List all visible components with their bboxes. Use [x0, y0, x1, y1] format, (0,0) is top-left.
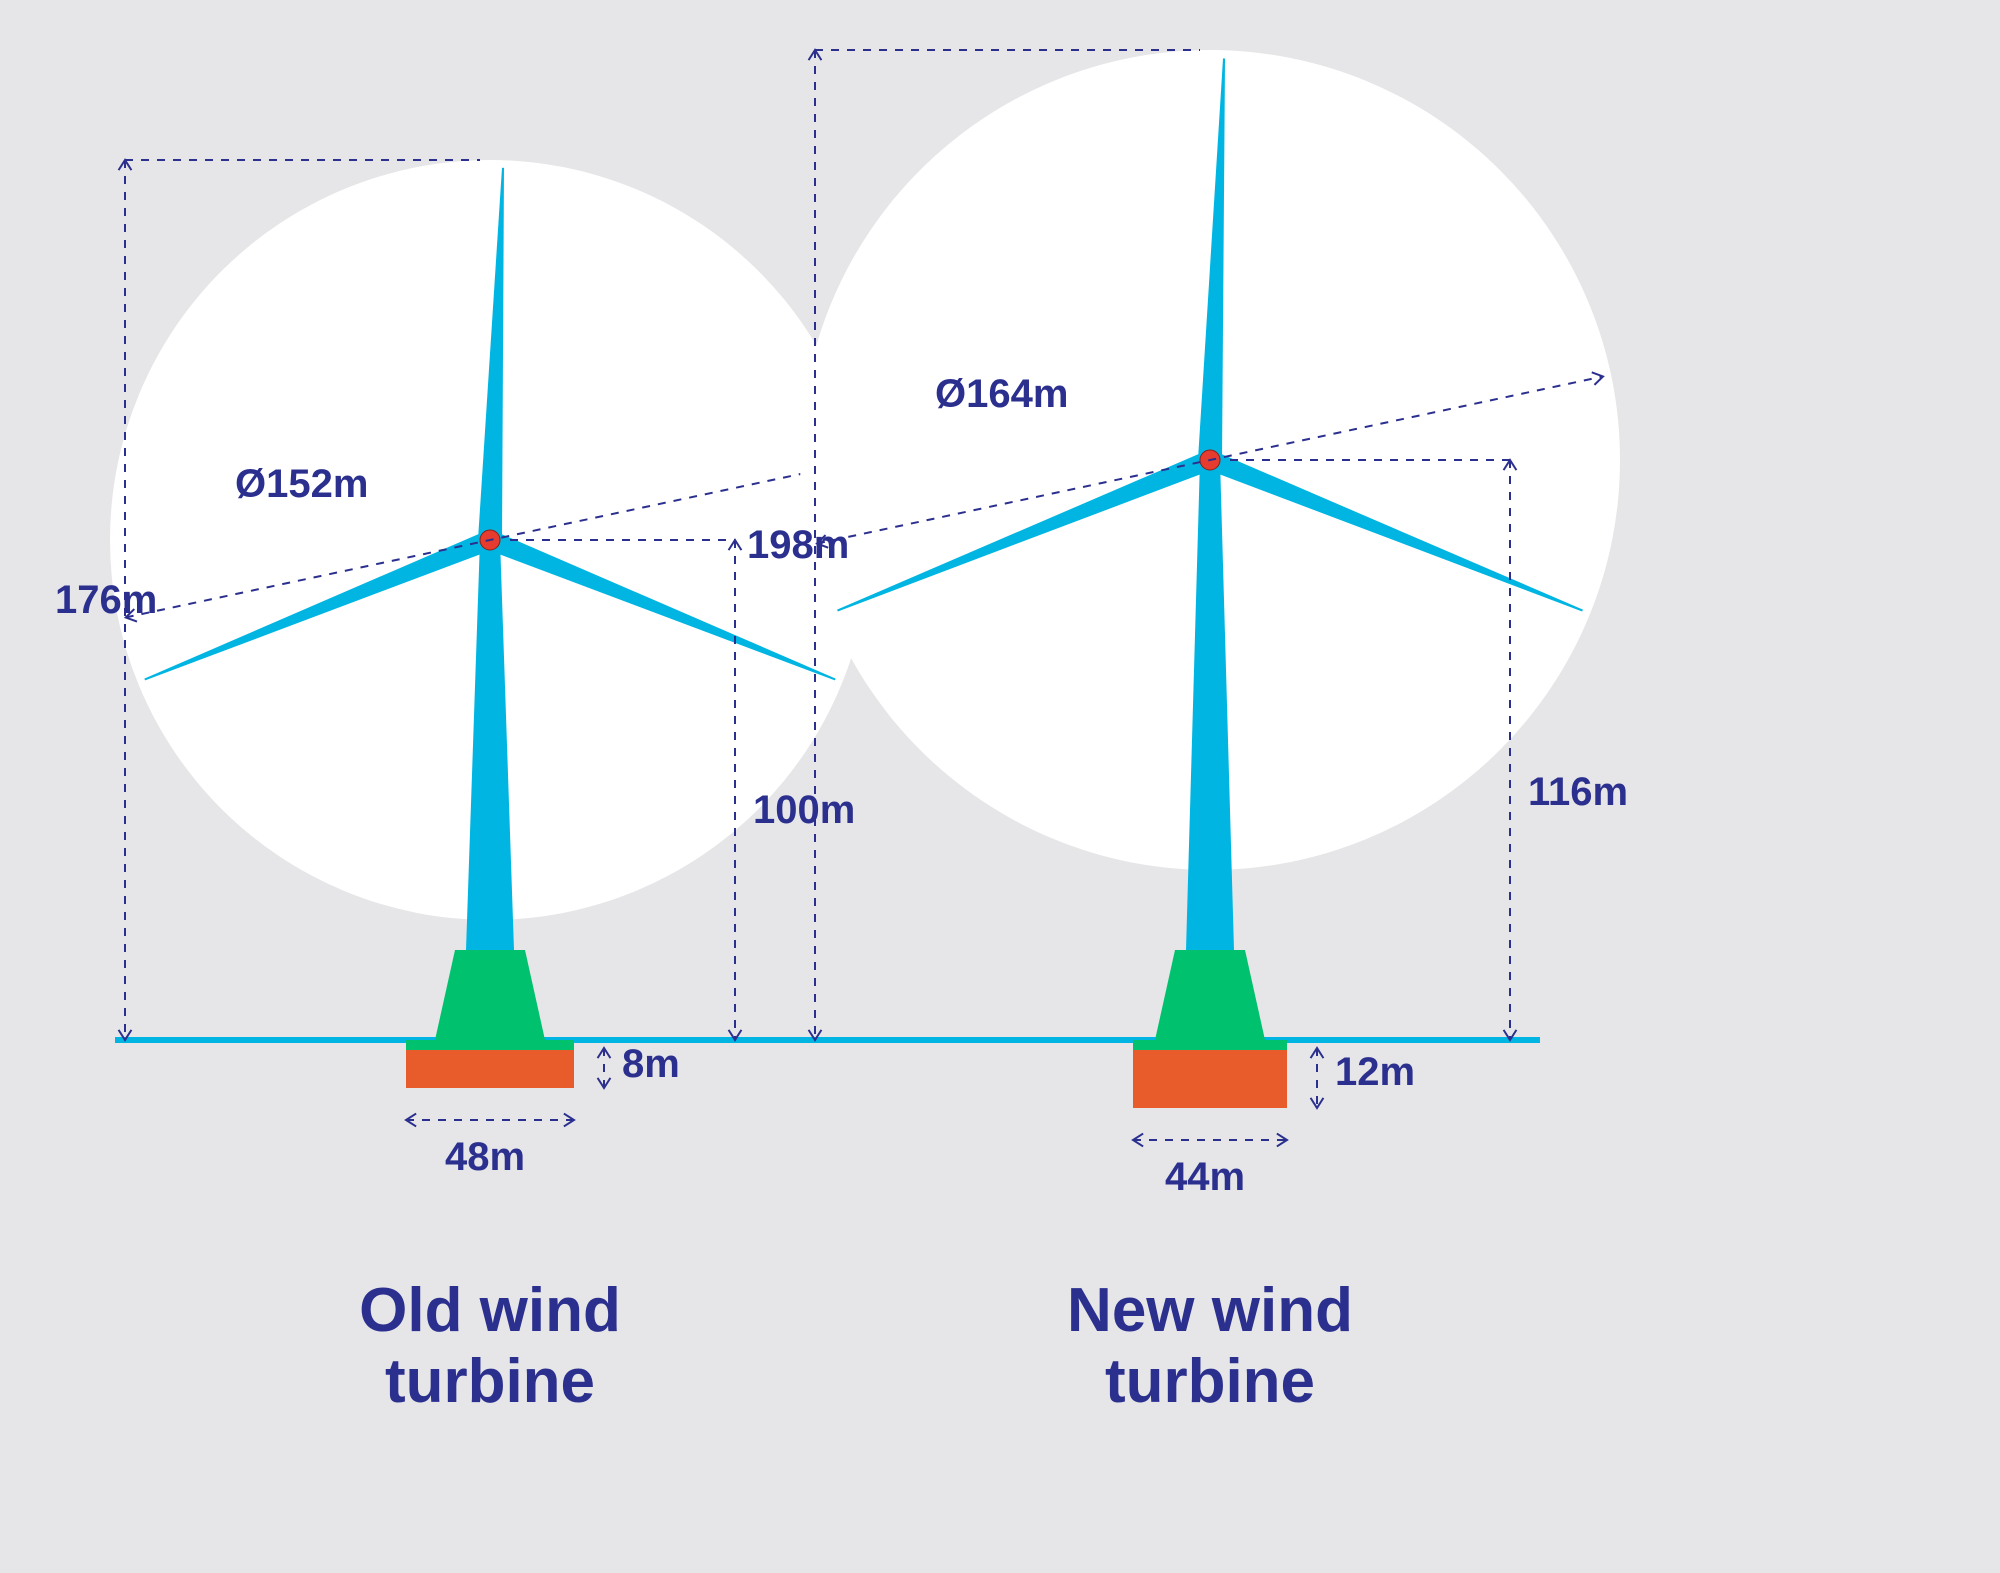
turbine-title: New windturbine	[960, 1275, 1460, 1418]
turbine-title: Old windturbine	[240, 1275, 740, 1418]
